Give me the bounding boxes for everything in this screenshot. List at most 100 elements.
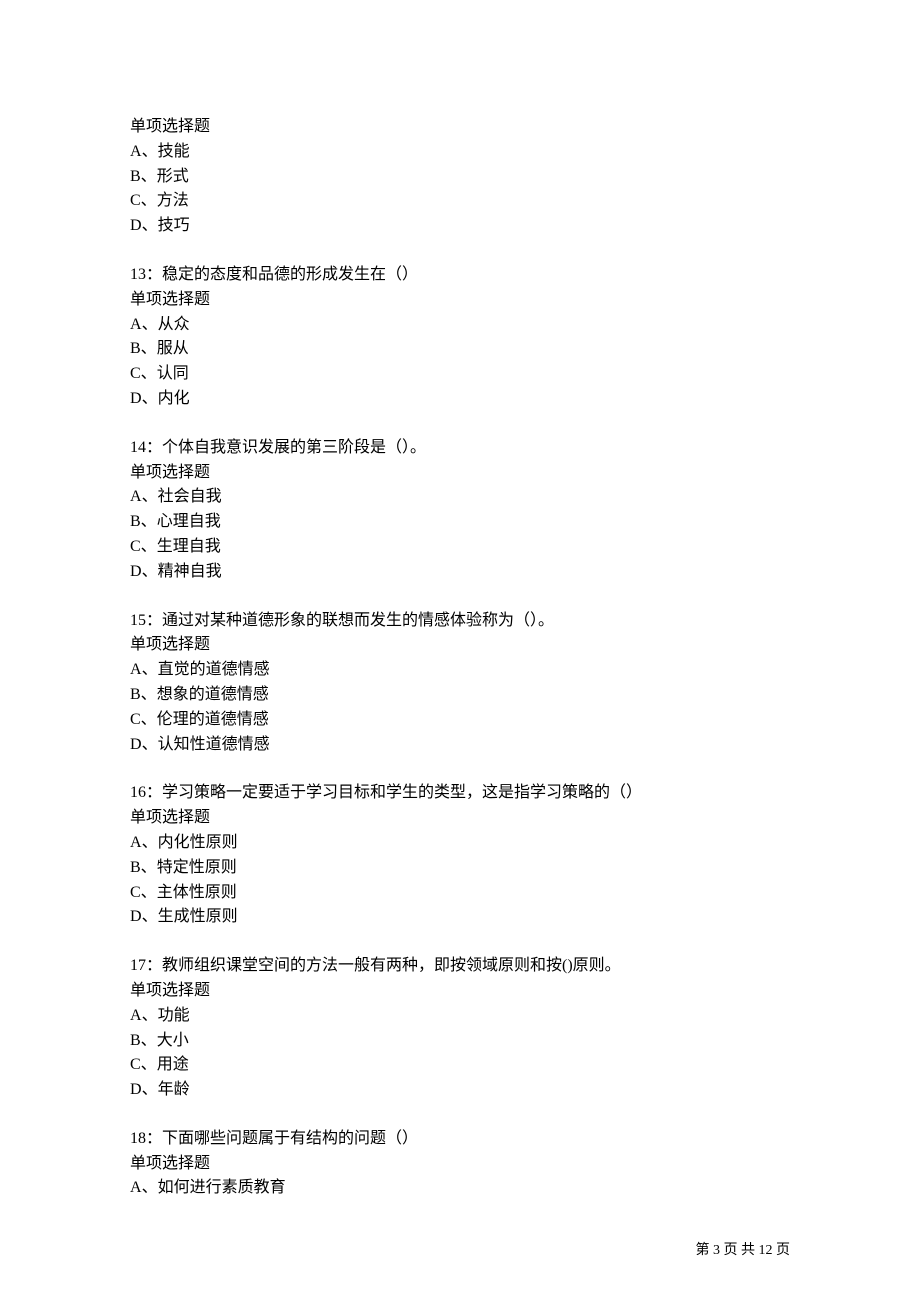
option-text: 如何进行素质教育: [158, 1179, 286, 1196]
option-letter: A: [130, 143, 142, 160]
option-letter: A: [130, 1007, 142, 1024]
option-letter: C: [130, 538, 141, 555]
option-letter: D: [130, 563, 142, 580]
option-line: A、从众: [130, 313, 790, 338]
option-text: 特定性原则: [157, 859, 237, 876]
footer-page-total: 12: [759, 1243, 773, 1258]
option-text: 从众: [158, 316, 190, 333]
page: 单项选择题 A、技能 B、形式 C、方法 D、技巧 13：稳定的态度和品德的形成…: [0, 0, 920, 1302]
option-letter: B: [130, 686, 141, 703]
option-letter: D: [130, 390, 142, 407]
option-letter: C: [130, 1056, 141, 1073]
option-letter: A: [130, 488, 142, 505]
option-text: 想象的道德情感: [157, 686, 269, 703]
option-text: 伦理的道德情感: [157, 711, 269, 728]
option-line: A、功能: [130, 1004, 790, 1029]
option-line: B、特定性原则: [130, 856, 790, 881]
option-text: 内化性原则: [158, 834, 238, 851]
question-stem-line: 14：个体自我意识发展的第三阶段是（）。: [130, 436, 790, 461]
question-type-label: 单项选择题: [130, 806, 790, 831]
option-letter: A: [130, 1179, 142, 1196]
option-line: A、技能: [130, 140, 790, 165]
question-stem: 学习策略一定要适于学习目标和学生的类型，这是指学习策略的（）: [162, 784, 642, 801]
question-number: 15: [130, 612, 146, 629]
option-text: 社会自我: [158, 488, 222, 505]
option-text: 功能: [158, 1007, 190, 1024]
option-line: B、想象的道德情感: [130, 683, 790, 708]
option-line: C、用途: [130, 1053, 790, 1078]
option-line: B、服从: [130, 337, 790, 362]
option-line: A、内化性原则: [130, 831, 790, 856]
question-block-lead: 单项选择题 A、技能 B、形式 C、方法 D、技巧: [130, 115, 790, 239]
option-letter: A: [130, 661, 142, 678]
option-line: D、生成性原则: [130, 905, 790, 930]
option-text: 服从: [157, 340, 189, 357]
footer-suffix: 页: [773, 1243, 791, 1258]
question-number: 18: [130, 1130, 146, 1147]
option-text: 生成性原则: [158, 908, 238, 925]
question-number: 16: [130, 784, 146, 801]
question-stem-line: 18：下面哪些问题属于有结构的问题（）: [130, 1127, 790, 1152]
option-text: 生理自我: [157, 538, 221, 555]
question-stem: 个体自我意识发展的第三阶段是（）。: [162, 439, 426, 456]
option-letter: A: [130, 834, 142, 851]
option-line: C、伦理的道德情感: [130, 708, 790, 733]
option-letter: B: [130, 168, 141, 185]
option-text: 方法: [157, 192, 189, 209]
option-letter: B: [130, 513, 141, 530]
option-line: A、如何进行素质教育: [130, 1176, 790, 1201]
question-block: 14：个体自我意识发展的第三阶段是（）。 单项选择题 A、社会自我 B、心理自我…: [130, 436, 790, 585]
option-line: D、认知性道德情感: [130, 733, 790, 758]
question-type-label: 单项选择题: [130, 979, 790, 1004]
question-type-label: 单项选择题: [130, 633, 790, 658]
page-footer: 第 3 页 共 12 页: [696, 1240, 791, 1262]
option-text: 技能: [158, 143, 190, 160]
footer-mid: 页 共: [720, 1243, 759, 1258]
option-text: 形式: [157, 168, 189, 185]
option-letter: B: [130, 340, 141, 357]
option-text: 直觉的道德情感: [158, 661, 270, 678]
question-block: 17：教师组织课堂空间的方法一般有两种，即按领域原则和按()原则。 单项选择题 …: [130, 954, 790, 1103]
option-letter: A: [130, 316, 142, 333]
option-line: D、内化: [130, 387, 790, 412]
question-number: 17: [130, 957, 146, 974]
option-letter: C: [130, 365, 141, 382]
question-stem-line: 16：学习策略一定要适于学习目标和学生的类型，这是指学习策略的（）: [130, 781, 790, 806]
question-stem: 下面哪些问题属于有结构的问题（）: [162, 1130, 418, 1147]
question-stem-line: 15：通过对某种道德形象的联想而发生的情感体验称为（）。: [130, 609, 790, 634]
question-type-label: 单项选择题: [130, 461, 790, 486]
question-type-label: 单项选择题: [130, 115, 790, 140]
option-text: 内化: [158, 390, 190, 407]
option-letter: B: [130, 859, 141, 876]
option-text: 精神自我: [158, 563, 222, 580]
question-block: 15：通过对某种道德形象的联想而发生的情感体验称为（）。 单项选择题 A、直觉的…: [130, 609, 790, 758]
option-line: C、主体性原则: [130, 881, 790, 906]
footer-prefix: 第: [696, 1243, 714, 1258]
option-text: 大小: [157, 1032, 189, 1049]
option-letter: C: [130, 192, 141, 209]
option-text: 技巧: [158, 217, 190, 234]
question-stem: 通过对某种道德形象的联想而发生的情感体验称为（）。: [162, 612, 554, 629]
option-line: B、大小: [130, 1029, 790, 1054]
footer-page-current: 3: [713, 1243, 720, 1258]
question-type-label: 单项选择题: [130, 1152, 790, 1177]
option-text: 认知性道德情感: [158, 736, 270, 753]
option-text: 用途: [157, 1056, 189, 1073]
option-text: 心理自我: [157, 513, 221, 530]
question-stem: 稳定的态度和品德的形成发生在（）: [162, 266, 418, 283]
question-number: 14: [130, 439, 146, 456]
option-text: 主体性原则: [157, 884, 237, 901]
option-letter: D: [130, 908, 142, 925]
question-stem-line: 13：稳定的态度和品德的形成发生在（）: [130, 263, 790, 288]
option-letter: D: [130, 217, 142, 234]
option-line: C、方法: [130, 189, 790, 214]
option-line: D、年龄: [130, 1078, 790, 1103]
option-text: 年龄: [158, 1081, 190, 1098]
option-letter: B: [130, 1032, 141, 1049]
question-number: 13: [130, 266, 146, 283]
question-type-label: 单项选择题: [130, 288, 790, 313]
option-line: B、心理自我: [130, 510, 790, 535]
option-text: 认同: [157, 365, 189, 382]
question-block: 16：学习策略一定要适于学习目标和学生的类型，这是指学习策略的（） 单项选择题 …: [130, 781, 790, 930]
option-line: C、认同: [130, 362, 790, 387]
